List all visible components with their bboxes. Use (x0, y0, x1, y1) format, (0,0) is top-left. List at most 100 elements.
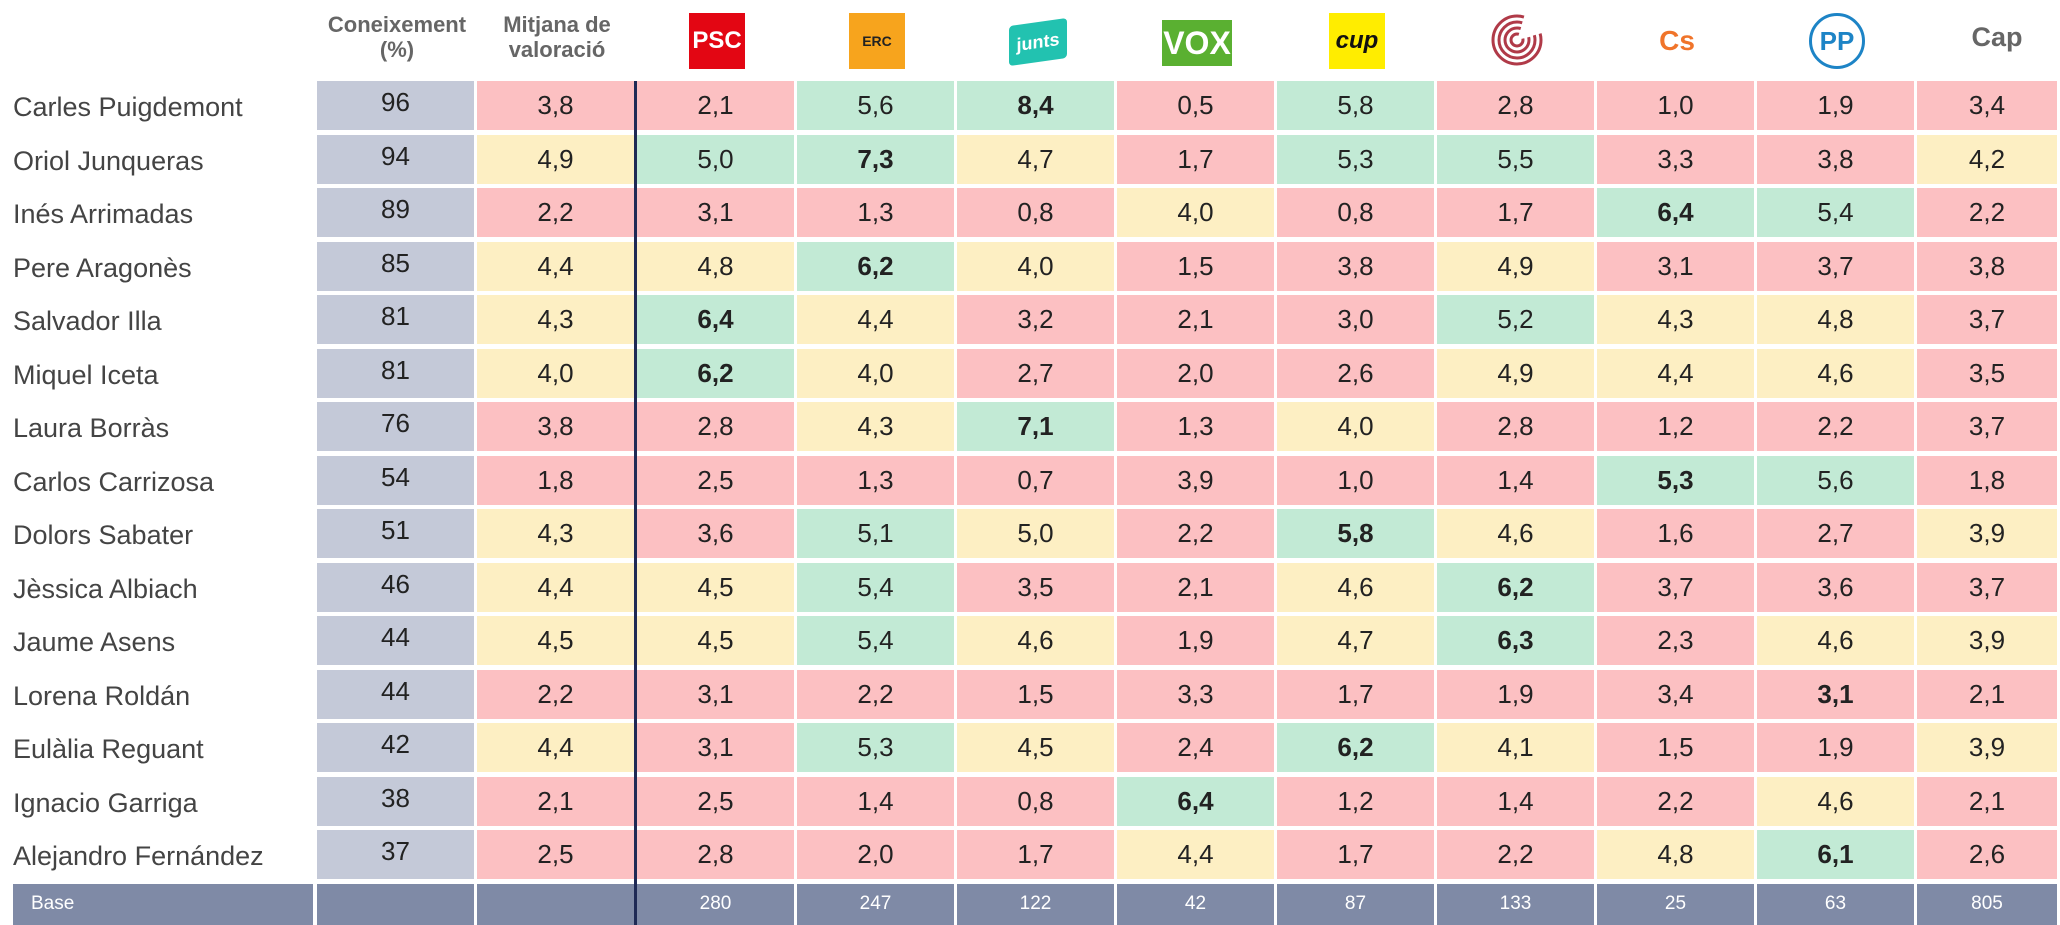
table-cell: 54 (317, 455, 474, 505)
table-cell: 4,2 (1917, 134, 2057, 184)
table-cell: 2,1 (1917, 669, 2057, 719)
table-cell: 1,3 (797, 188, 954, 237)
table-cell: 3,4 (1917, 81, 2057, 130)
table-cell: 4,8 (637, 241, 794, 291)
party-logo (1491, 14, 1543, 66)
table-cell: 2,2 (477, 188, 634, 237)
table-cell: 38 (317, 776, 474, 826)
table-cell: 1,2 (1597, 402, 1754, 451)
table-cell: 89 (317, 188, 474, 237)
table-cell: 5,5 (1437, 134, 1594, 184)
table-cell: 1,0 (1597, 81, 1754, 130)
header-line: Coneixement (327, 12, 467, 37)
candidate-name: Inés Arrimadas (13, 199, 194, 229)
table-cell: 3,3 (1597, 134, 1754, 184)
table-cell: 2,6 (1917, 830, 2057, 879)
table-cell: 5,8 (1277, 509, 1434, 558)
base-cell: 133 (1437, 883, 1594, 925)
column-header: Mitjana de valoració (477, 0, 637, 74)
header-line: Mitjana de (503, 12, 611, 37)
table-cell: 4,7 (957, 134, 1114, 184)
table-cell: 2,0 (797, 830, 954, 879)
party-logo: junts (1009, 17, 1067, 67)
table-cell: 7,3 (797, 134, 954, 184)
table-cell: 4,9 (477, 134, 634, 184)
table-cell: 6,4 (1597, 188, 1754, 237)
table-cell: 1,9 (1117, 616, 1274, 665)
table-cell: 4,8 (1597, 830, 1754, 879)
table-cell: 2,2 (1117, 509, 1274, 558)
table-cell: 2,2 (1597, 776, 1754, 826)
table-cell: 3,1 (637, 669, 794, 719)
table-cell: 4,0 (1117, 188, 1274, 237)
base-cell (477, 883, 634, 925)
base-cell: 25 (1597, 883, 1754, 925)
table-cell: 6,4 (637, 295, 794, 344)
candidate-name: Eulàlia Reguant (13, 734, 204, 764)
table-cell: 7,1 (957, 402, 1114, 451)
table-cell: 1,4 (1437, 455, 1594, 505)
candidate-name: Miquel Iceta (13, 359, 159, 390)
table-cell: 6,2 (797, 241, 954, 291)
table-cell: 2,8 (637, 402, 794, 451)
candidate-name: Laura Borràs (13, 413, 170, 443)
table-cell: 3,9 (1117, 455, 1274, 505)
base-cell: 87 (1277, 883, 1434, 925)
table-cell: 44 (317, 669, 474, 719)
table-cell: 81 (317, 295, 474, 344)
column-header: Cap (1917, 0, 2060, 74)
party-logo: Cs (1659, 25, 1695, 56)
table-cell: 3,9 (1917, 723, 2057, 772)
table-cell: 0,8 (957, 776, 1114, 826)
table-cell: 3,7 (1917, 295, 2057, 344)
table-cell: 3,8 (477, 402, 634, 451)
candidate-name: Alejandro Fernández (13, 841, 264, 871)
table-cell: 3,5 (957, 562, 1114, 612)
table-cell: 2,7 (1757, 509, 1914, 558)
table-cell: 2,4 (1117, 723, 1274, 772)
table-cell: 3,6 (1757, 562, 1914, 612)
party-logo: PSC (689, 13, 745, 69)
table-cell: 5,6 (1757, 455, 1914, 505)
table-cell: 4,6 (957, 616, 1114, 665)
table-cell: 8,4 (957, 81, 1114, 130)
candidate-name: Pere Aragonès (13, 252, 192, 283)
table-cell: 1,6 (1597, 509, 1754, 558)
table-cell: 4,5 (637, 562, 794, 612)
table-cell: 3,7 (1757, 241, 1914, 291)
table-cell: 3,9 (1917, 509, 2057, 558)
candidate-name: Ignacio Garriga (13, 787, 198, 818)
base-cell: 42 (1117, 883, 1274, 925)
table-cell: 5,3 (797, 723, 954, 772)
table-cell: 2,6 (1277, 348, 1434, 398)
table-cell: 2,2 (1437, 830, 1594, 879)
table-cell: 4,0 (477, 348, 634, 398)
table-cell: 4,9 (1437, 348, 1594, 398)
table-cell: 1,0 (1277, 455, 1434, 505)
table-cell: 0,8 (1277, 188, 1434, 237)
table-cell: 2,2 (1757, 402, 1914, 451)
table-cell: 5,2 (1437, 295, 1594, 344)
logo-ring (1497, 20, 1537, 60)
table-cell: 3,1 (1757, 669, 1914, 719)
base-cell: 280 (637, 883, 794, 925)
table-cell: 1,4 (797, 776, 954, 826)
table-cell: 2,1 (1117, 562, 1274, 612)
divider (634, 81, 637, 925)
table-cell: 4,3 (477, 295, 634, 344)
table-cell: 3,7 (1597, 562, 1754, 612)
party-logo: ERC (849, 13, 905, 69)
table-cell: 2,8 (1437, 81, 1594, 130)
table-cell: 4,6 (1437, 509, 1594, 558)
table-cell: 3,4 (1597, 669, 1754, 719)
base-label: Base (13, 883, 313, 925)
base-cell: 122 (957, 883, 1114, 925)
table-cell: 3,8 (1277, 241, 1434, 291)
base-cell: 805 (1917, 883, 2057, 925)
table-cell: 44 (317, 616, 474, 665)
logo-ring (1491, 14, 1543, 66)
table-cell: 4,4 (477, 241, 634, 291)
table-cell: 1,8 (477, 455, 634, 505)
base-cell (317, 883, 474, 925)
